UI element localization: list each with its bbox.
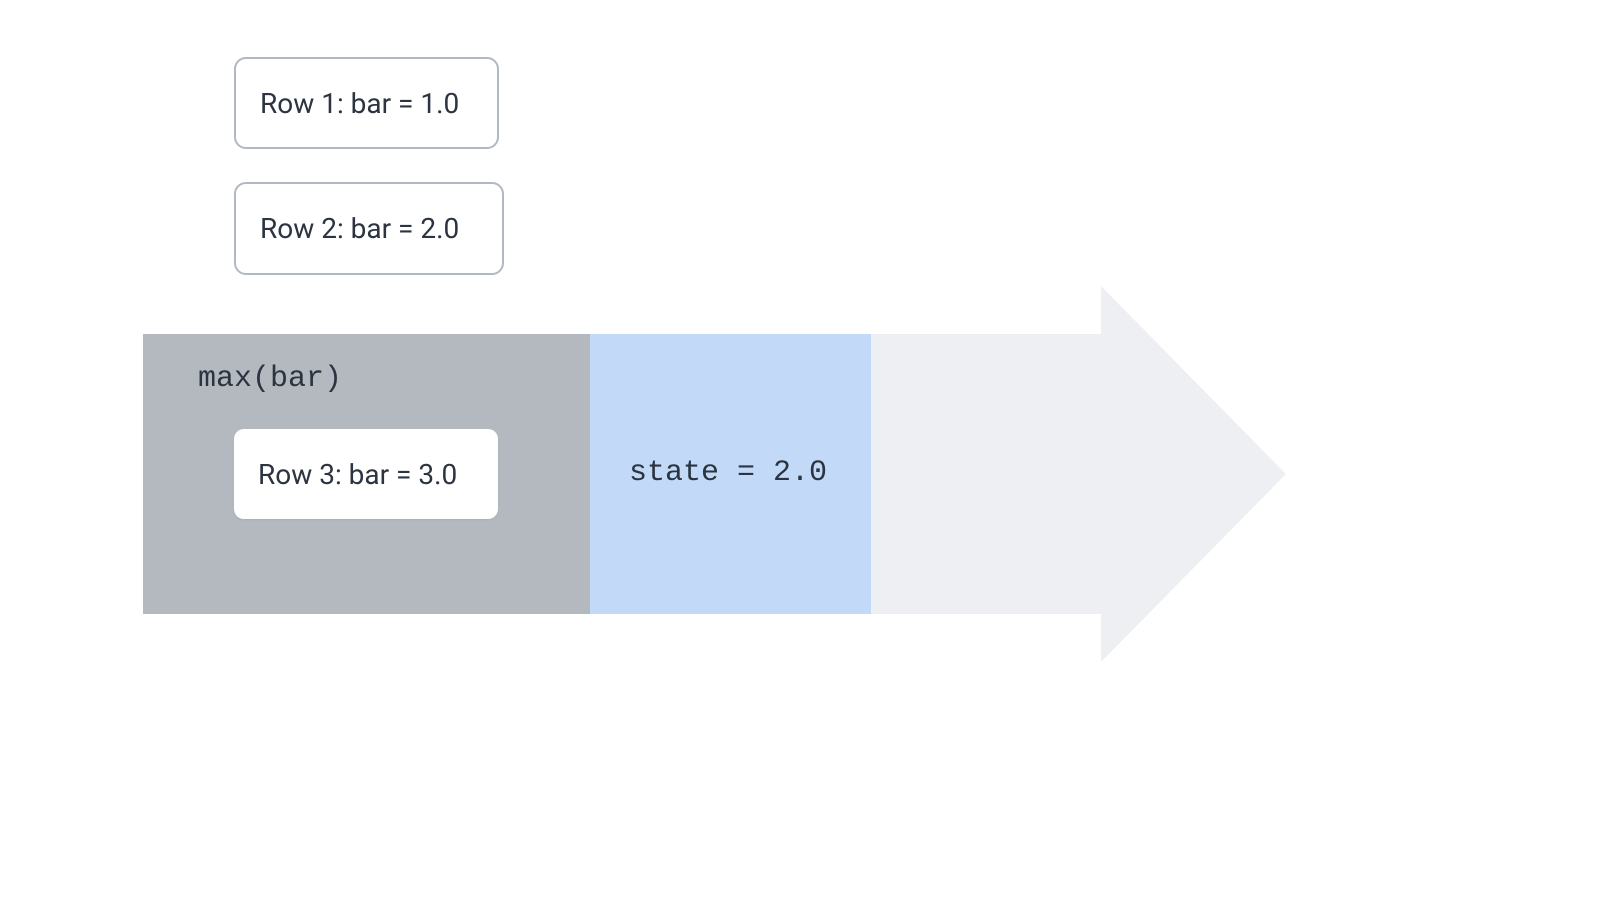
row-box-3: Row 3: bar = 3.0 bbox=[234, 429, 498, 519]
row-box-2-label: Row 2: bar = 2.0 bbox=[260, 212, 459, 245]
diagram-canvas: Row 1: bar = 1.0 Row 2: bar = 2.0 max(ba… bbox=[0, 0, 1600, 904]
row-box-1-label: Row 1: bar = 1.0 bbox=[260, 87, 459, 120]
state-text: state = 2.0 bbox=[629, 456, 827, 490]
state-label: state = 2.0 bbox=[629, 456, 827, 490]
row-box-1: Row 1: bar = 1.0 bbox=[234, 57, 499, 149]
row-box-2: Row 2: bar = 2.0 bbox=[234, 182, 504, 275]
row-box-3-label: Row 3: bar = 3.0 bbox=[258, 458, 457, 491]
aggregate-function-text: max(bar) bbox=[198, 362, 342, 396]
aggregate-function-label: max(bar) bbox=[198, 362, 342, 396]
